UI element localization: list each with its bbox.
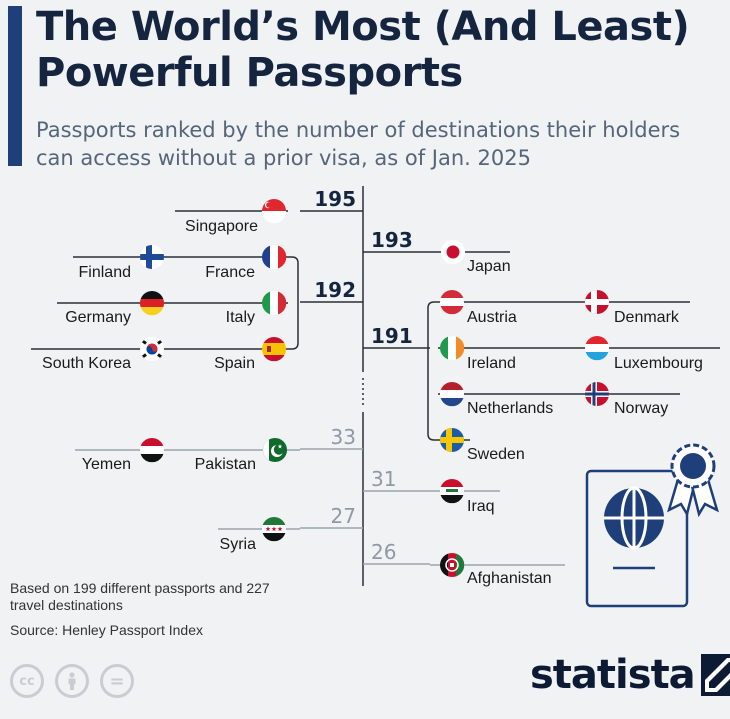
label-denmark: Denmark <box>614 309 680 326</box>
footnote: Based on 199 different passports and 227… <box>10 580 270 613</box>
statista-mark-icon <box>700 654 730 696</box>
bracket-left <box>288 256 299 350</box>
flag-finland-icon <box>140 245 164 269</box>
flag-italy-icon <box>262 291 287 315</box>
label-yemen: Yemen <box>82 456 131 473</box>
value-labels: 195 193 192 191 33 31 27 26 <box>314 187 413 564</box>
flag-france-icon <box>262 245 287 269</box>
value-label-27: 27 <box>331 504 356 528</box>
label-sweden: Sweden <box>467 446 525 463</box>
brand-name: statista <box>530 652 696 698</box>
flag-sweden-icon <box>440 428 464 452</box>
accent-bar <box>8 6 22 166</box>
label-netherlands: Netherlands <box>467 400 553 417</box>
flag-netherlands-icon <box>440 382 464 407</box>
value-label-193: 193 <box>371 228 413 252</box>
flag-singapore-icon <box>262 199 286 224</box>
label-austria: Austria <box>467 309 517 326</box>
label-afghanistan: Afghanistan <box>467 570 552 587</box>
flag-norway-icon <box>585 382 609 406</box>
flag-luxembourg-icon <box>585 336 609 361</box>
no-derivatives-icon[interactable]: = <box>100 664 134 698</box>
flag-pakistan-icon <box>263 438 287 462</box>
label-ireland: Ireland <box>467 355 516 372</box>
label-spain: Spain <box>214 355 255 372</box>
flag-iraq-icon <box>440 479 464 504</box>
label-finland: Finland <box>79 264 131 281</box>
value-label-191: 191 <box>371 324 413 348</box>
flag-denmark-icon <box>585 290 609 314</box>
value-label-33: 33 <box>331 425 356 449</box>
flag-icons <box>140 199 609 577</box>
statista-logo[interactable]: statista <box>530 652 730 698</box>
label-syria: Syria <box>220 536 257 553</box>
passport-illustration-icon <box>585 443 720 608</box>
label-singapore: Singapore <box>185 218 258 235</box>
chart-subtitle: Passports ranked by the number of destin… <box>36 118 681 170</box>
label-pakistan: Pakistan <box>195 456 256 473</box>
label-iraq: Iraq <box>467 498 495 515</box>
source-note: Source: Henley Passport Index <box>10 622 203 638</box>
label-luxembourg: Luxembourg <box>614 355 703 372</box>
flag-japan-icon <box>441 240 465 264</box>
label-norway: Norway <box>614 400 668 417</box>
flag-germany-icon <box>140 291 164 316</box>
flag-austria-icon <box>440 290 464 315</box>
value-label-31: 31 <box>371 467 396 491</box>
label-japan: Japan <box>467 258 511 275</box>
flag-spain-icon <box>262 337 286 362</box>
flag-ireland-icon <box>440 336 465 360</box>
flag-south-korea-icon <box>140 337 164 361</box>
flag-yemen-icon <box>140 438 164 463</box>
label-south-korea: South Korea <box>42 355 131 372</box>
bracket-right <box>427 301 438 441</box>
creative-commons-icon[interactable]: cc <box>10 664 44 698</box>
label-germany: Germany <box>65 309 131 326</box>
attribution-icon[interactable] <box>55 664 89 698</box>
value-label-192: 192 <box>314 278 356 302</box>
value-label-195: 195 <box>314 187 356 211</box>
flag-syria-icon <box>262 517 286 542</box>
chart-title: The World’s Most (And Least) Powerful Pa… <box>36 4 690 96</box>
label-italy: Italy <box>226 309 255 326</box>
label-france: France <box>205 264 255 281</box>
flag-afghanistan-icon <box>440 553 465 577</box>
value-label-26: 26 <box>371 540 396 564</box>
country-labels: Singapore Japan France Finland Italy Germany S… <box>42 218 703 587</box>
